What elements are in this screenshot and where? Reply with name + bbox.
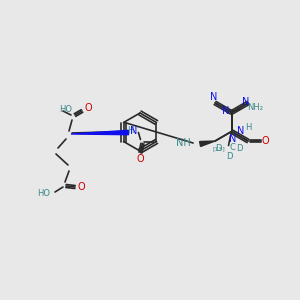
Text: O: O (261, 136, 269, 146)
Text: N: N (210, 92, 218, 102)
Text: H: H (127, 126, 134, 135)
Text: D: D (226, 152, 233, 161)
Text: C: C (230, 143, 236, 152)
Text: D: D (236, 144, 243, 153)
Text: HO: HO (37, 188, 50, 197)
Text: NH₂: NH₂ (248, 103, 263, 112)
Text: NH: NH (176, 138, 191, 148)
Text: O: O (84, 103, 92, 113)
Polygon shape (200, 141, 215, 146)
Text: D: D (215, 144, 222, 153)
Text: O: O (77, 182, 85, 192)
Text: [13]: [13] (213, 146, 226, 151)
Polygon shape (71, 130, 128, 135)
Text: H: H (245, 123, 252, 132)
Text: N: N (236, 125, 244, 136)
Text: HO: HO (59, 106, 72, 115)
Text: O: O (136, 154, 144, 164)
Text: N: N (242, 97, 250, 107)
Text: N: N (130, 125, 137, 136)
Text: N: N (229, 134, 236, 143)
Text: N: N (222, 106, 229, 116)
